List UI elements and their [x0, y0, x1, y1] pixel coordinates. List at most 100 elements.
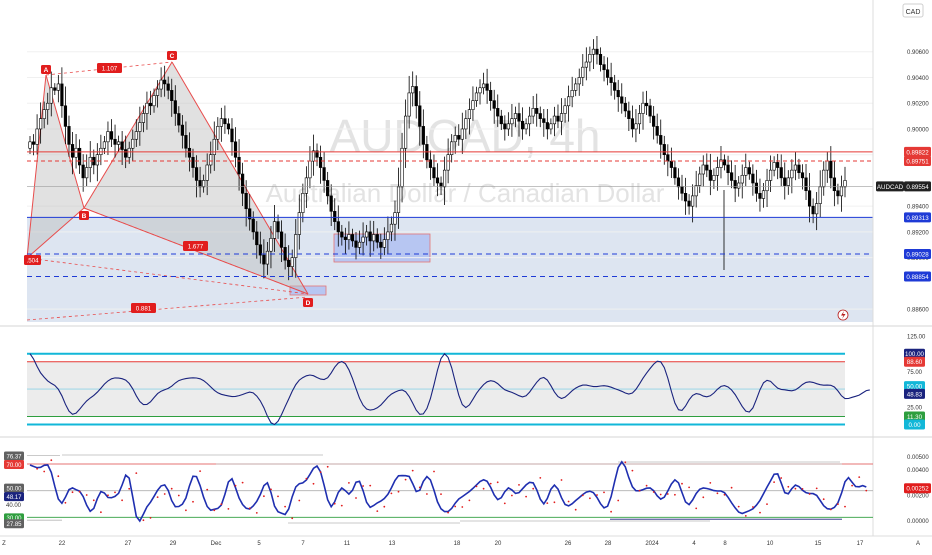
price-tick-label: 0.89400	[907, 205, 929, 211]
candle-down	[233, 141, 238, 158]
candle	[623, 97, 627, 118]
candle	[230, 118, 234, 156]
oscillator-pane-2: 0.00500 0.00400 0.00200 0.00000 0.00252 76.37…	[0, 436, 932, 529]
candle	[148, 90, 153, 116]
candle	[354, 232, 358, 260]
time-tick-label: 18	[454, 541, 461, 547]
osc2-dot	[617, 499, 620, 502]
candle-up	[265, 250, 270, 265]
ratio-label-1: 1.107	[97, 63, 122, 73]
candle-down	[326, 180, 330, 197]
candle-down	[343, 236, 347, 240]
osc2-dot	[170, 487, 173, 490]
candle-down	[244, 193, 248, 210]
candle	[751, 164, 755, 196]
osc2-dot	[759, 511, 761, 514]
osc2-dot	[532, 487, 535, 490]
price-label-0-89822: 0.89822	[904, 146, 931, 157]
candle-down	[726, 164, 730, 174]
price-label-0-89822-bg	[904, 146, 931, 157]
osc2-dot	[801, 488, 804, 490]
candle	[818, 170, 822, 218]
ratio-line-xd	[26, 257, 309, 295]
candle-down	[315, 150, 319, 158]
candle-up	[744, 167, 748, 176]
osc2-dot	[85, 494, 88, 496]
candle-up	[49, 87, 53, 104]
candle	[754, 169, 759, 202]
candle-up	[737, 182, 741, 189]
candle	[304, 166, 308, 208]
candle-up	[634, 123, 638, 130]
candle	[269, 225, 273, 269]
candle-down	[81, 164, 85, 179]
candle-down	[191, 156, 195, 168]
osc2-line	[29, 460, 867, 523]
candle	[460, 112, 464, 154]
osc2-dot	[156, 496, 159, 498]
candle-up	[740, 174, 744, 184]
candle	[287, 245, 291, 281]
candle-down	[120, 141, 124, 150]
candle	[78, 139, 82, 174]
candle-down	[173, 100, 177, 114]
candle-up	[116, 141, 121, 145]
candle	[772, 156, 776, 177]
osc2-dot	[447, 511, 449, 514]
candle-up	[698, 173, 702, 186]
osc2-dot	[433, 470, 435, 473]
osc2-tick-label: 0.00000	[907, 519, 929, 525]
candle-down	[499, 115, 503, 125]
candle	[85, 154, 89, 187]
candle-down	[435, 177, 440, 184]
lightning-icon[interactable]	[837, 309, 849, 321]
osc1-value-label-text: 0.00	[908, 422, 921, 429]
candle	[361, 222, 365, 256]
candle-down	[251, 218, 255, 233]
time-tick-label: 29	[170, 541, 177, 547]
candle-down	[613, 82, 617, 91]
candle	[815, 192, 819, 231]
candle-down	[287, 259, 291, 267]
candle-down	[379, 241, 383, 248]
ratio-label-left-bg	[24, 255, 41, 265]
candle	[294, 219, 298, 278]
candle-up	[74, 147, 78, 158]
osc2-dot	[567, 500, 570, 503]
candle-down	[616, 90, 620, 98]
price-label-0-89822-text: 0.89822	[906, 149, 929, 156]
candle	[418, 91, 422, 146]
candle	[513, 106, 518, 128]
candle-up	[46, 102, 50, 110]
osc2-dot	[581, 494, 584, 497]
time-tick-label: 8	[723, 541, 727, 547]
candle	[453, 126, 457, 154]
candle-down	[644, 102, 649, 107]
candle	[457, 124, 461, 146]
candle	[49, 71, 53, 117]
osc2-dot	[291, 517, 294, 520]
candle-down	[237, 156, 241, 175]
candle	[694, 170, 698, 208]
candle-up	[411, 86, 415, 94]
candle-down	[673, 167, 677, 179]
candle-up	[588, 54, 592, 63]
time-tick-label: 5	[257, 541, 261, 547]
osc2-dot	[461, 506, 464, 508]
candle	[627, 101, 631, 132]
candle	[733, 164, 737, 203]
osc2-dot	[624, 461, 627, 464]
time-tick-label: 11	[344, 541, 351, 547]
candle	[570, 76, 574, 108]
price-tick-label: 0.88600	[907, 308, 929, 314]
time-tick-label: 22	[59, 541, 66, 547]
candle	[496, 94, 500, 127]
ratio-label-3: 0.881	[131, 303, 156, 313]
candle-up	[155, 88, 160, 96]
osc2-dot	[511, 494, 513, 497]
candle-up	[549, 123, 553, 130]
candle-down	[113, 138, 117, 145]
candle	[350, 228, 355, 247]
pattern-point-letter: A	[44, 67, 49, 74]
osc2-left-label-text: 48.17	[6, 495, 22, 501]
